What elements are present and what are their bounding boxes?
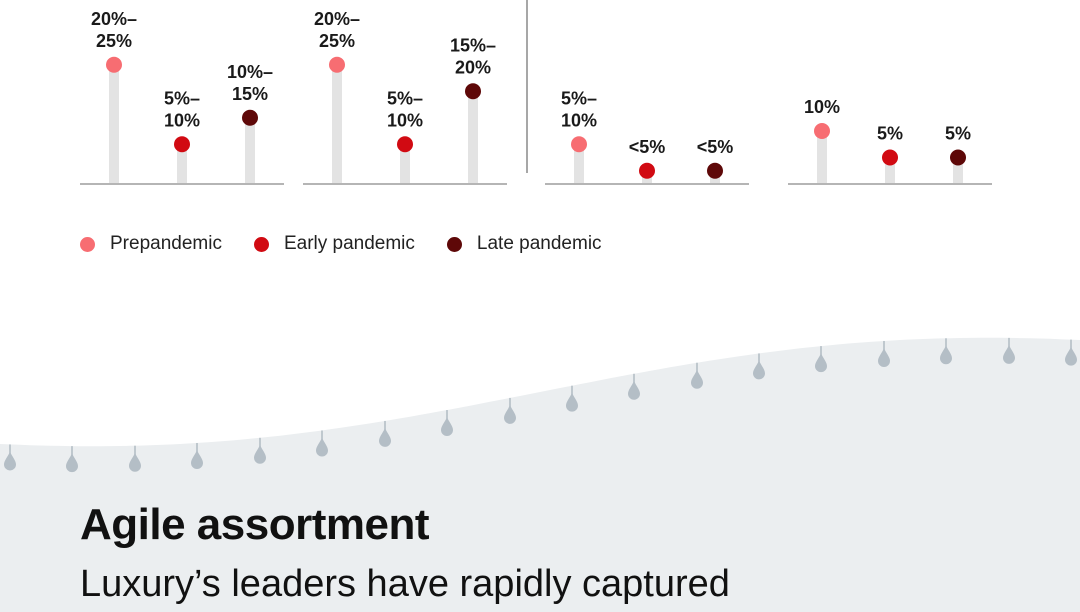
droplet-shape xyxy=(940,345,952,365)
legend-dot-late-pandemic xyxy=(446,236,462,252)
droplet-icon xyxy=(566,385,578,412)
lollipop-chart: 20%–25%5%–10%10%–15%20%–25%5%–10%15%–20%… xyxy=(80,0,992,185)
data-label: 20%– xyxy=(314,9,360,29)
data-label: 10% xyxy=(804,97,840,117)
droplet-shape xyxy=(129,452,141,472)
droplet-shape xyxy=(815,353,827,373)
point-early-pandemic xyxy=(174,136,190,153)
droplet-shape xyxy=(504,404,516,424)
data-label: 10%– xyxy=(227,62,273,82)
data-label: 15%– xyxy=(450,35,496,55)
legend-item-early-pandemic: Early pandemic xyxy=(253,233,415,255)
point-prepandemic xyxy=(106,56,122,73)
section-subheading: Luxury’s leaders have rapidly captured xyxy=(80,563,730,605)
droplet-shape xyxy=(753,360,765,380)
droplet-shape xyxy=(691,369,703,389)
droplet-icon xyxy=(1003,337,1015,364)
droplet-shape xyxy=(441,417,453,437)
droplet-shape xyxy=(191,449,203,469)
legend-dot-early-pandemic xyxy=(253,236,269,252)
droplet-icon xyxy=(66,446,78,473)
wave-background xyxy=(0,337,1080,612)
data-label: 5% xyxy=(877,124,903,144)
droplet-icon xyxy=(129,445,141,472)
point-early-pandemic xyxy=(882,149,898,166)
droplet-icon xyxy=(504,397,516,424)
point-late-pandemic xyxy=(950,149,966,166)
droplet-icon xyxy=(753,353,765,380)
data-label: 25% xyxy=(96,31,132,51)
legend: Prepandemic Early pandemic Late pandemic xyxy=(80,232,634,256)
droplet-icon xyxy=(940,338,952,365)
data-label: 10% xyxy=(387,110,423,130)
droplet-icon xyxy=(254,437,266,464)
point-prepandemic xyxy=(571,136,587,153)
point-early-pandemic xyxy=(639,162,655,179)
data-label: 20% xyxy=(455,57,491,77)
legend-label-early-pandemic: Early pandemic xyxy=(283,233,415,254)
droplet-icon xyxy=(191,442,203,469)
droplet-icon xyxy=(441,410,453,437)
point-prepandemic xyxy=(329,56,345,73)
droplet-shape xyxy=(1003,344,1015,364)
data-label: 25% xyxy=(319,31,355,51)
data-label: 5% xyxy=(945,124,971,144)
data-label: <5% xyxy=(629,137,666,157)
data-label: 20%– xyxy=(91,9,137,29)
chart-group-2: 20%–25% 5%–10% 15%–20% xyxy=(303,9,507,185)
wave-shape xyxy=(0,337,1080,612)
legend-item-late-pandemic: Late pandemic xyxy=(446,233,602,255)
data-label: 5%– xyxy=(164,88,200,108)
droplet-icon xyxy=(316,430,328,457)
droplet-icon xyxy=(878,340,891,367)
droplet-icon xyxy=(1065,339,1077,366)
droplet-icon xyxy=(628,373,640,400)
droplet-shape xyxy=(878,347,891,367)
droplet-shape xyxy=(316,437,328,457)
section-heading: Agile assortment xyxy=(80,500,429,549)
droplet-icon xyxy=(4,444,16,471)
droplet-icon xyxy=(691,362,703,389)
point-late-pandemic xyxy=(465,83,481,100)
chart-group-3: 5%–10% <5% <5% xyxy=(545,88,749,185)
droplet-shape xyxy=(66,453,78,473)
droplet-shape xyxy=(566,392,578,412)
droplet-shape xyxy=(1065,346,1077,366)
chart-group-4: 10% 5% 5% xyxy=(788,97,992,185)
data-label: 5%– xyxy=(561,88,597,108)
point-early-pandemic xyxy=(397,136,413,153)
droplet-icon xyxy=(379,420,391,447)
data-label: 10% xyxy=(561,110,597,130)
droplet-shape xyxy=(4,451,16,471)
chart-group-1: 20%–25% 5%–10% 10%–15% xyxy=(80,9,284,185)
droplet-icon xyxy=(815,346,827,373)
point-prepandemic xyxy=(814,123,830,139)
data-label: <5% xyxy=(697,137,734,157)
data-label: 15% xyxy=(232,84,268,104)
legend-dot-prepandemic xyxy=(80,236,95,252)
point-late-pandemic xyxy=(707,162,723,179)
legend-label-late-pandemic: Late pandemic xyxy=(476,233,602,254)
droplet-shape xyxy=(379,427,391,447)
point-late-pandemic xyxy=(242,109,258,126)
data-label: 5%– xyxy=(387,88,423,108)
legend-label-prepandemic: Prepandemic xyxy=(110,233,222,254)
legend-item-prepandemic: Prepandemic xyxy=(80,233,222,255)
droplet-shape xyxy=(254,444,266,464)
droplet-shape xyxy=(628,380,640,400)
data-label: 10% xyxy=(164,110,200,130)
